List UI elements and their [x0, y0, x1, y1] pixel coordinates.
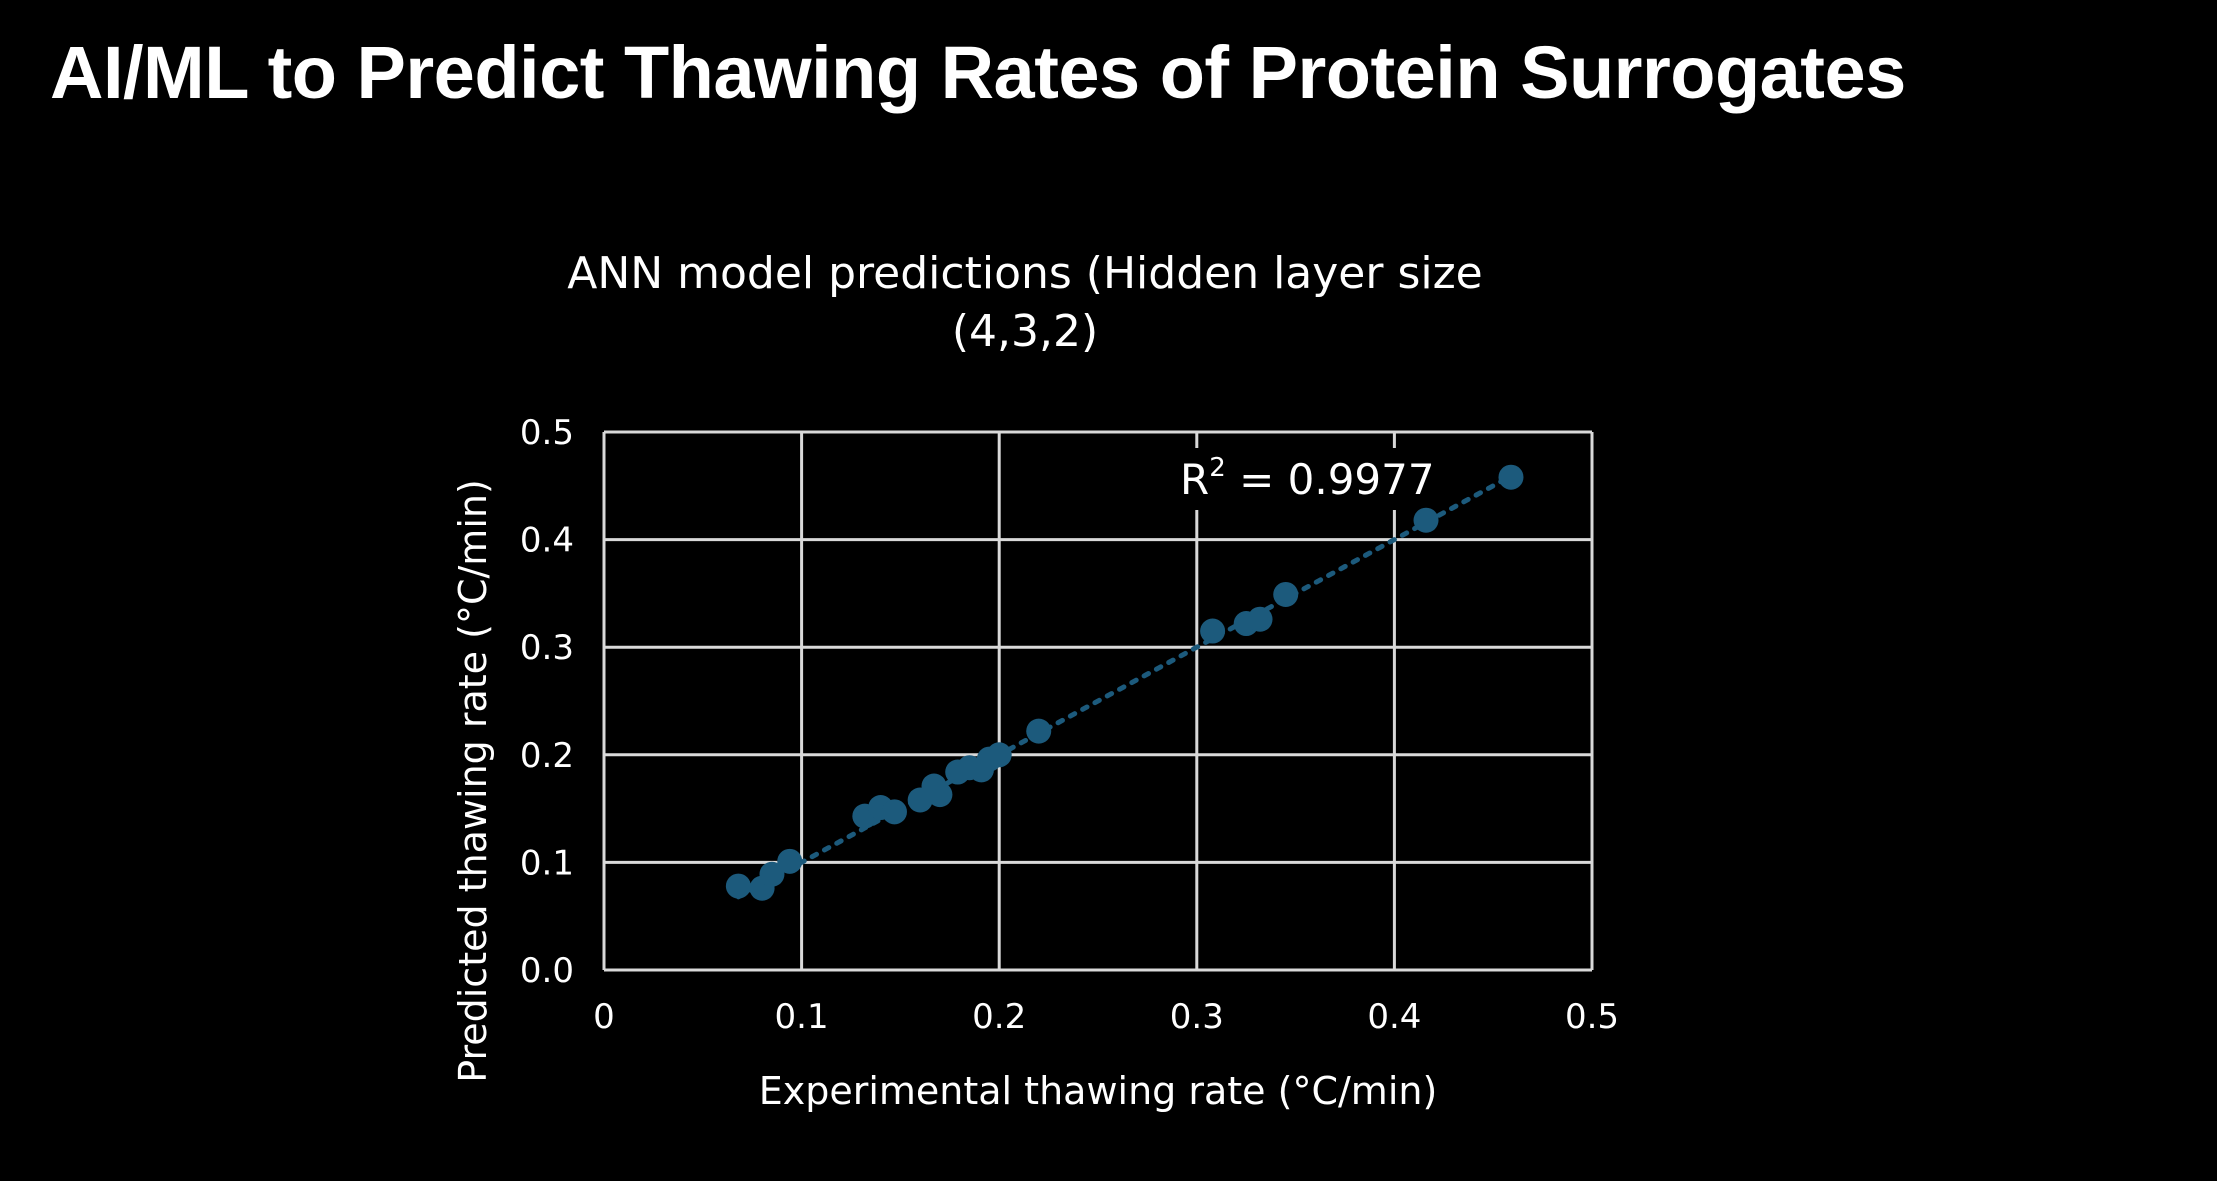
x-tick-label: 0.3	[1170, 997, 1224, 1037]
data-point	[1200, 618, 1226, 644]
y-tick-label: 0.3	[520, 628, 574, 668]
data-point	[1026, 718, 1052, 744]
data-point	[777, 848, 803, 874]
data-point	[1498, 464, 1524, 490]
y-tick-label: 0.5	[520, 413, 574, 453]
axis-labels: Experimental thawing rate (°C/min) Predic…	[451, 479, 1437, 1113]
data-point	[881, 799, 907, 825]
data-point	[725, 873, 751, 899]
r-squared-base: R	[1180, 455, 1209, 504]
r-squared-superscript: 2	[1209, 453, 1226, 483]
y-tick-label: 0.1	[520, 843, 574, 883]
r-squared-annotation: R2 = 0.9977	[1168, 448, 1435, 510]
data-point	[986, 742, 1012, 768]
axis-ticks: 0 0.1 0.2 0.3 0.4 0.5 0.0 0.1 0.2 0.3 0.4 0.5	[520, 413, 1619, 1037]
annotation-background	[1168, 448, 1418, 510]
data-point	[1273, 581, 1299, 607]
x-tick-label: 0.1	[775, 997, 829, 1037]
data-point	[1413, 507, 1439, 533]
chart-title-line-2: (4,3,2)	[952, 306, 1098, 357]
data-point	[927, 782, 953, 808]
data-point	[1247, 606, 1273, 632]
y-axis-label: Predicted thawing rate (°C/min)	[451, 479, 495, 1083]
y-tick-label: 0.2	[520, 736, 574, 776]
r-squared-text: R2 = 0.9977	[1180, 453, 1435, 504]
data-point	[759, 861, 785, 887]
x-tick-label: 0.4	[1367, 997, 1421, 1037]
y-tick-label: 0.4	[520, 521, 574, 561]
x-tick-label: 0	[593, 997, 615, 1037]
chart-title: ANN model predictions (Hidden layer size…	[567, 248, 1483, 357]
chart-title-line-1: ANN model predictions (Hidden layer size	[567, 248, 1483, 299]
x-axis-label: Experimental thawing rate (°C/min)	[759, 1069, 1438, 1113]
x-tick-label: 0.5	[1565, 997, 1619, 1037]
data-points	[725, 464, 1524, 901]
slide-title: AI/ML to Predict Thawing Rates of Protei…	[50, 31, 1906, 114]
x-tick-label: 0.2	[972, 997, 1026, 1037]
y-tick-label: 0.0	[520, 951, 574, 991]
r-squared-value: = 0.9977	[1226, 455, 1435, 504]
